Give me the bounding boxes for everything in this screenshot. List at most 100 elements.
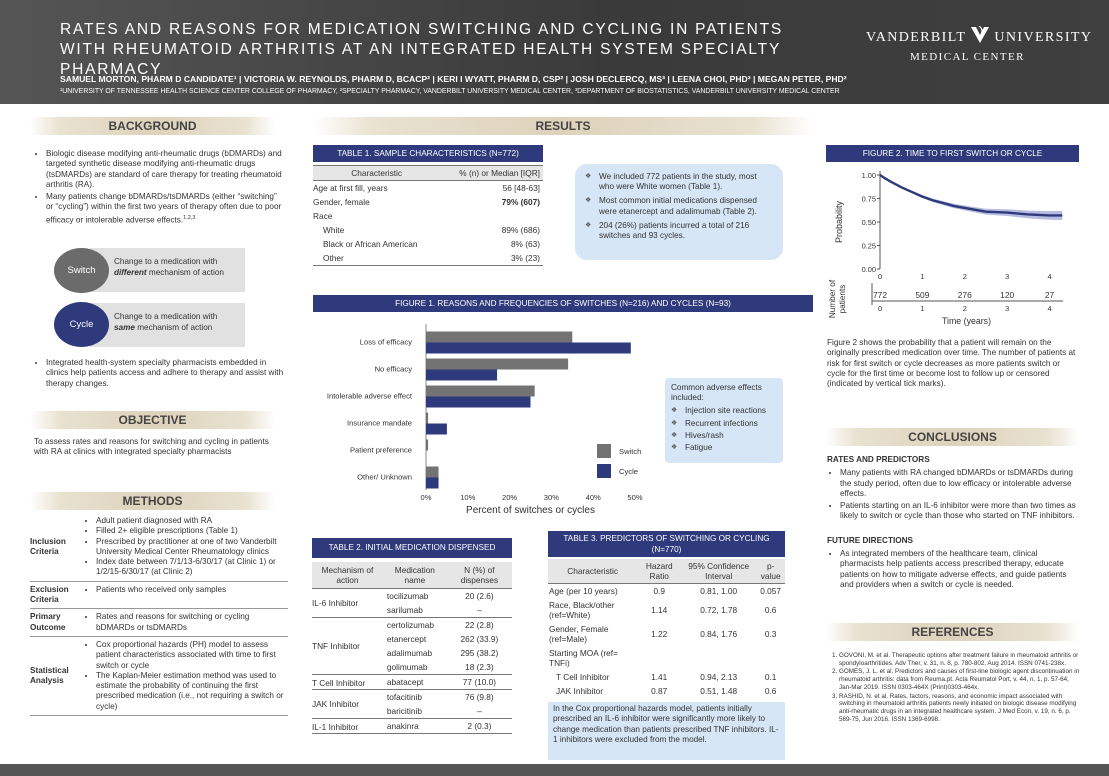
adverse-effect-item: Recurrent infections	[671, 419, 777, 429]
table1-value: 8% (63)	[510, 239, 540, 249]
logo-text-right: UNIVERSITY	[994, 30, 1093, 45]
fig1-bar-switch	[426, 466, 439, 478]
conclusion-item-3: As integrated members of the healthcare …	[840, 549, 1080, 590]
fig2-risk-tick: 4	[1047, 304, 1051, 313]
background-text-2: Integrated health-system specialty pharm…	[30, 358, 285, 391]
table2-row: golimumab 18 (2.3)	[312, 660, 512, 675]
figure2-km-chart: 1.00 0.75 0.50 0.25 0.00 Probability 0 1 2 3 4 Numb…	[828, 171, 1063, 326]
objective-heading: OBJECTIVE	[30, 411, 275, 429]
results-point-1: We included 772 patients in the study, m…	[585, 172, 773, 192]
table2-header-cell: Mechanism of action	[312, 562, 383, 589]
fig2-x-tick: 3	[1005, 272, 1009, 281]
methods-row: Statistical Analysis Cox proportional haz…	[30, 637, 288, 717]
fig2-risk-tick: 2	[963, 304, 967, 313]
fig1-category-label: Patient preference	[350, 446, 412, 455]
table1-value: 79% (607)	[501, 197, 540, 207]
results-point-2: Most common initial medications dispense…	[585, 196, 773, 216]
table2-count: 22 (2.8)	[465, 620, 494, 630]
table2-medication: anakinra	[382, 718, 447, 734]
table2-row: adalimumab 295 (38.2)	[312, 646, 512, 660]
table3-value: 0.81, 1.00	[700, 586, 738, 596]
table3-characteristic: Race, Black/other (ref=White)	[549, 600, 615, 620]
fig2-y-tick: 0.25	[862, 242, 876, 251]
fig1-bar-switch	[426, 385, 535, 397]
table2-medication: etanercept	[386, 634, 427, 644]
table2-count: –	[446, 704, 512, 719]
background-heading: BACKGROUND	[30, 117, 275, 135]
table3-characteristic: T Cell Inhibitor	[556, 672, 610, 682]
fig1-x-tick: 30%	[544, 493, 559, 502]
methods-item: Prescribed by practitioner at one of two…	[96, 537, 288, 558]
author-list: SAMUEL MORTON, PHARM D CANDIDATE¹ | VICT…	[60, 74, 847, 84]
switch-circle: Switch	[54, 248, 109, 293]
table3-value: 0.84, 1.76	[700, 629, 738, 639]
methods-row-label: Inclusion Criteria	[30, 536, 66, 556]
table2-count: 18 (2.3)	[446, 660, 512, 675]
table2-medication: certolizumab	[386, 620, 434, 630]
figure2-title: FIGURE 2. TIME TO FIRST SWITCH OR CYCLE	[826, 145, 1079, 162]
logo-text-left: VANDERBILT	[866, 30, 967, 45]
table1-row: Black or African American 8% (63)	[313, 237, 543, 251]
cycle-circle: Cycle	[54, 302, 109, 347]
table3-header-cell: Hazard Ratio	[637, 559, 682, 584]
table2-medication: abatacept	[382, 674, 447, 690]
table2-row: TNF Inhibitor certolizumab 22 (2.8)	[312, 617, 512, 675]
fig2-y-tick: 0.50	[862, 218, 876, 227]
fig2-confidence-band	[880, 175, 1063, 221]
background-text: Biologic disease modifying anti-rheumati…	[30, 149, 285, 228]
logo-subtitle: MEDICAL CENTER	[910, 51, 1025, 63]
conclusions-text: RATES AND PREDICTORS Many patients with …	[827, 455, 1080, 592]
table3: Characteristic Hazard Ratio 95% Confidence…	[548, 559, 785, 712]
affiliations: ¹UNIVERSITY OF TENNESSEE HEALTH SCIENCE …	[60, 88, 840, 95]
table3-value: 0.51, 1.48	[700, 686, 738, 696]
fig2-risk-count: 276	[958, 290, 972, 300]
fig2-risk-label-2: patients	[838, 285, 847, 314]
fig2-risk-tick: 3	[1005, 304, 1009, 313]
table3-value: 0.6	[764, 686, 777, 696]
table1-header-cell: Characteristic	[313, 165, 441, 181]
cycle-definition-box: Change to a medication with same mechanis…	[90, 303, 245, 347]
table1-row: White 89% (686)	[313, 223, 543, 237]
fig2-y-tick: 0.75	[862, 195, 876, 204]
table3-value	[681, 646, 756, 670]
conclusion-item-1: Many patients with RA changed bDMARDs or…	[840, 468, 1080, 499]
background-bullet-2: Many patients change bDMARDs/tsDMARDs (e…	[46, 192, 285, 226]
table3-row: Gender, Female (ref=Male) 1.22 0.84, 1.76 0…	[548, 622, 785, 646]
table1-row: Other 3% (23)	[313, 251, 543, 266]
figure1-bar-chart: Loss of efficacy No efficacy Intolerable a…	[327, 324, 643, 516]
fig2-risk-label-1: Number of	[828, 279, 837, 318]
fig2-x-tick: 2	[963, 272, 967, 281]
table2-row: etanercept 262 (33.9)	[312, 632, 512, 646]
fig2-risk-count: 120	[1000, 290, 1014, 300]
table1-characteristic: White	[323, 225, 345, 235]
table1-value: 89% (686)	[501, 225, 540, 235]
fig1-x-axis-label: Percent of switches or cycles	[466, 505, 595, 516]
table3-value: 0.87	[651, 686, 668, 696]
table1-value: 56 [48-63]	[502, 183, 540, 193]
table1-title: TABLE 1. SAMPLE CHARACTERISTICS (N=772)	[313, 145, 543, 162]
fig1-x-tick: 40%	[586, 493, 601, 502]
results-point-3: 204 (26%) patients incurred a total of 2…	[585, 221, 773, 241]
table2-medication: sarilumab	[382, 603, 447, 618]
table3-value: 0.6	[764, 605, 777, 615]
table2-row: T Cell Inhibitor abatacept 77 (10.0)	[312, 674, 512, 690]
table1-characteristic: Race	[313, 211, 333, 221]
table3-value	[637, 646, 681, 670]
table2-medication: tofacitinib	[386, 692, 422, 702]
fig1-x-tick: 20%	[502, 493, 517, 502]
table1-characteristic: Age at first fill, years	[313, 183, 388, 193]
table2-row: IL-6 Inhibitor tocilizumab 20 (2.6)	[312, 588, 512, 618]
table2-row: sarilumab –	[312, 603, 512, 618]
table3-value: 1.41	[651, 672, 668, 682]
table2-count: 262 (33.9)	[460, 634, 499, 644]
fig1-bar-cycle	[426, 423, 447, 435]
fig2-x-tick: 4	[1047, 272, 1051, 281]
table2-count: 2 (0.3)	[446, 718, 512, 734]
conclusion-item-2: Patients starting on an IL-6 inhibitor w…	[840, 501, 1080, 522]
table2-header-row: Mechanism of action Medication name N (%) …	[312, 562, 512, 589]
table2-row: JAK Inhibitor tofacitinib 76 (9.8)	[312, 689, 512, 719]
methods-item: Rates and reasons for switching or cycli…	[96, 612, 288, 633]
reference-1: GOVONI, M. et al. Therapeutic options af…	[839, 652, 1080, 667]
table2-header-cell: Medication name	[382, 562, 447, 589]
table1-row: Age at first fill, years 56 [48-63]	[313, 181, 543, 196]
